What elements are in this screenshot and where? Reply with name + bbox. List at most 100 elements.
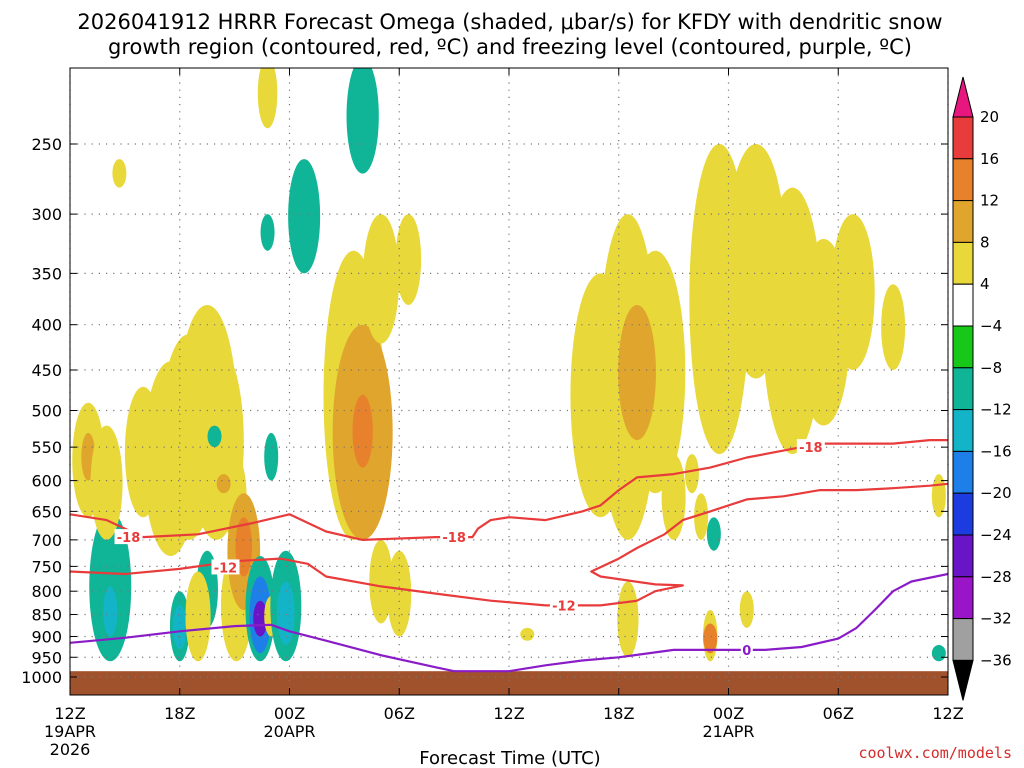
colorbar-box-9 xyxy=(952,492,974,536)
y-tick-label-350: 350 xyxy=(31,264,62,283)
colorbar-label-11: −28 xyxy=(980,568,1012,586)
y-tick-label-400: 400 xyxy=(31,316,62,335)
colorbar-label-12: −32 xyxy=(980,610,1012,628)
freezing-level-label-0: 0 xyxy=(742,644,751,659)
omega-cell-28 xyxy=(260,214,275,251)
omega-cell-39 xyxy=(112,159,127,188)
colorbar-box-5 xyxy=(952,325,974,369)
x-tick-label-6: 18Z xyxy=(164,704,195,723)
y-tick-label-850: 850 xyxy=(31,606,62,625)
y-tick-label-550: 550 xyxy=(31,438,62,457)
colorbar-label-8: −16 xyxy=(980,442,1012,460)
freezing-level-line xyxy=(70,572,948,673)
omega-cell-23 xyxy=(253,600,268,637)
colorbar-box-4 xyxy=(952,283,974,327)
colorbar-box-10 xyxy=(952,534,974,578)
dgz-minus-18-label-bg-0 xyxy=(114,529,143,545)
omega-cell-46 xyxy=(694,493,709,540)
colorbar-box-2 xyxy=(952,200,974,243)
y-tick-label-1000: 1000 xyxy=(21,668,62,687)
omega-cell-27 xyxy=(264,432,279,481)
omega-cell-55 xyxy=(706,517,721,551)
x-tick-label-24: 12Z xyxy=(493,704,524,723)
colorbar-label-9: −20 xyxy=(980,484,1012,502)
omega-cell-60 xyxy=(931,644,946,662)
omega-shading xyxy=(72,68,946,662)
credit-text: coolwx.com/models xyxy=(858,744,1012,762)
dgz-minus-12-label-1: -12 xyxy=(552,599,576,614)
colorbar-top-cap xyxy=(952,76,974,118)
dgz-minus-12-label-bg-0 xyxy=(211,559,240,575)
x-year-label-0: 2026 xyxy=(50,740,91,759)
colorbar-label-5: −4 xyxy=(980,317,1002,335)
colorbar-box-7 xyxy=(952,409,974,452)
colorbar-label-13: −36 xyxy=(980,651,1012,669)
x-date-label-12: 20APR xyxy=(263,722,315,741)
omega-cell-29 xyxy=(288,159,321,274)
colorbar-box-1 xyxy=(952,158,974,202)
x-tick-label-48: 12Z xyxy=(932,704,963,723)
y-tick-label-800: 800 xyxy=(31,582,62,601)
colorbar-label-2: 12 xyxy=(980,192,999,210)
omega-cell-54 xyxy=(881,284,906,370)
y-tick-label-950: 950 xyxy=(31,648,62,667)
omega-cell-2 xyxy=(89,511,132,662)
colorbar-label-0: 20 xyxy=(980,108,999,126)
colorbar-box-3 xyxy=(952,241,974,285)
y-tick-label-650: 650 xyxy=(31,502,62,521)
colorbar-box-11 xyxy=(952,576,974,620)
omega-cell-35 xyxy=(362,214,400,344)
omega-cell-44 xyxy=(618,304,656,441)
x-date-label-0: 19APR xyxy=(44,722,96,741)
omega-cell-57 xyxy=(703,623,718,654)
y-tick-label-300: 300 xyxy=(31,205,62,224)
colorbar-bottom-cap xyxy=(952,659,974,701)
colorbar-label-10: −24 xyxy=(980,526,1012,544)
omega-cell-47 xyxy=(684,454,699,494)
chart-title-line-2: growth region (contoured, red, ºC) and f… xyxy=(108,35,912,59)
dgz-minus-12-line xyxy=(70,482,948,607)
omega-cell-12 xyxy=(172,605,187,650)
y-tick-label-450: 450 xyxy=(31,361,62,380)
chart-title-line-1: 2026041912 HRRR Forecast Omega (shaded, … xyxy=(77,10,942,34)
omega-cell-37 xyxy=(369,539,393,624)
omega-cell-4 xyxy=(90,425,123,540)
colorbar-label-6: −8 xyxy=(980,359,1002,377)
dgz-minus-18-label-2: -18 xyxy=(799,441,823,456)
y-tick-label-500: 500 xyxy=(31,402,62,421)
omega-cell-40 xyxy=(520,627,535,641)
y-tick-label-750: 750 xyxy=(31,557,62,576)
omega-cell-3 xyxy=(103,586,118,637)
dgz-minus-18-label-0: -18 xyxy=(117,531,141,546)
colorbar-label-7: −12 xyxy=(980,401,1012,419)
y-axis: 250 300 350 400 450 500 550 600 650 700 750 800 850 9… xyxy=(21,135,948,687)
y-tick-label-900: 900 xyxy=(31,627,62,646)
x-tick-label-0: 12Z xyxy=(54,704,85,723)
x-tick-label-12: 00Z xyxy=(274,704,305,723)
colorbar: 20 16 12 8 4 −4 −8 −12 −16 −20 −24 −28 −32 −36 xyxy=(952,76,1012,701)
y-tick-label-700: 700 xyxy=(31,531,62,550)
omega-cell-30 xyxy=(257,68,278,129)
y-tick-label-600: 600 xyxy=(31,472,62,491)
colorbar-box-8 xyxy=(952,450,974,494)
omega-cell-31 xyxy=(346,68,379,174)
omega-cell-15 xyxy=(207,425,222,448)
omega-cell-58 xyxy=(739,591,754,628)
omega-cell-38 xyxy=(387,550,412,637)
dgz-minus-18-label-1: -18 xyxy=(442,531,466,546)
omega-cell-34 xyxy=(352,394,373,468)
x-tick-label-42: 06Z xyxy=(823,704,854,723)
dgz-minus-18-label-bg-1 xyxy=(440,529,469,545)
omega-cell-48 xyxy=(617,581,639,658)
omega-cell-42 xyxy=(570,273,631,518)
omega-cell-53 xyxy=(831,214,875,370)
colorbar-box-12 xyxy=(952,618,974,661)
omega-cell-36 xyxy=(395,214,422,305)
colorbar-box-6 xyxy=(952,367,974,411)
x-tick-label-30: 18Z xyxy=(603,704,634,723)
colorbar-label-3: 8 xyxy=(980,233,990,251)
freezing-level-label-bg-0 xyxy=(740,641,753,657)
dgz-minus-12-label-bg-1 xyxy=(549,597,578,613)
